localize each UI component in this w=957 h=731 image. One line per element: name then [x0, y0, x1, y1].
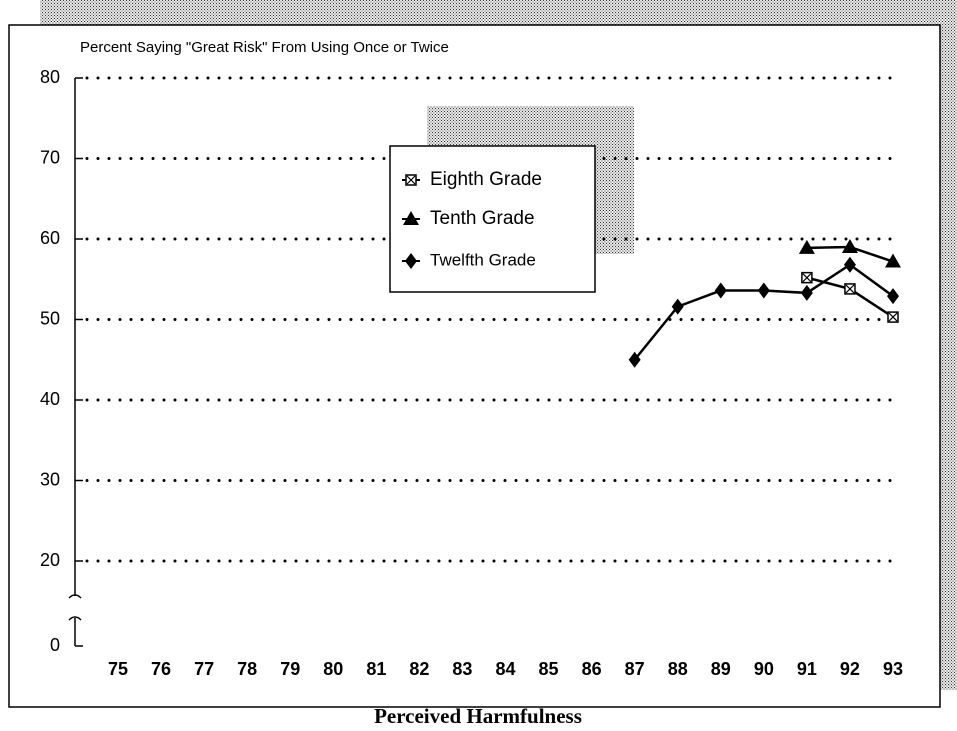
x-tick-label: 76 [151, 659, 171, 679]
y-tick-label: 60 [40, 228, 60, 248]
marker [885, 253, 901, 268]
x-tick-label: 88 [668, 659, 688, 679]
y-tick-label: 0 [50, 635, 60, 655]
legend-label: Tenth Grade [430, 208, 535, 229]
marker [887, 288, 899, 305]
legend-label: Twelfth Grade [430, 250, 536, 269]
marker-cross [845, 284, 855, 294]
marker [757, 282, 770, 299]
x-tick-label: 86 [582, 659, 602, 679]
y-tick-label: 70 [40, 147, 60, 167]
marker [844, 283, 856, 295]
legend-label: Eighth Grade [430, 169, 542, 190]
x-tick-label: 78 [237, 659, 257, 679]
y-tick-label: 20 [40, 550, 60, 570]
y-tick-label: 40 [40, 389, 60, 409]
x-tick-label: 80 [323, 659, 343, 679]
marker-cross [802, 273, 812, 283]
x-tick-label: 77 [194, 659, 214, 679]
x-tick-label: 91 [797, 659, 817, 679]
x-tick-label: 83 [452, 659, 472, 679]
marker [887, 311, 899, 323]
x-tick-label: 89 [711, 659, 731, 679]
x-tick-label: 92 [840, 659, 860, 679]
marker [671, 298, 684, 315]
x-tick-label: 75 [108, 659, 128, 679]
marker [800, 284, 813, 301]
marker [714, 282, 727, 299]
y-tick-label: 80 [40, 67, 60, 87]
marker-cross [888, 312, 898, 322]
x-tick-label: 85 [539, 659, 559, 679]
marker-cross [406, 175, 416, 185]
x-tick-label: 84 [495, 659, 515, 679]
axis-break [68, 616, 82, 621]
legend-box [389, 145, 596, 293]
x-tick-label: 87 [625, 659, 645, 679]
axis-break [68, 594, 82, 599]
x-tick-label: 90 [754, 659, 774, 679]
marker [403, 211, 419, 225]
x-axis-title: Perceived Harmfulness [374, 704, 582, 728]
x-tick-label: 82 [409, 659, 429, 679]
chart-title: Percent Saying "Great Risk" From Using O… [80, 39, 449, 56]
frame-shadow-right [940, 0, 957, 690]
y-tick-label: 30 [40, 469, 60, 489]
marker [405, 174, 417, 186]
marker [843, 256, 856, 273]
marker [798, 239, 815, 254]
x-tick-label: 81 [366, 659, 386, 679]
x-tick-label: 79 [280, 659, 300, 679]
frame-shadow-top [40, 0, 957, 25]
marker [628, 351, 641, 368]
x-tick-label: 93 [883, 659, 903, 679]
y-tick-label: 50 [40, 308, 60, 328]
marker [841, 239, 858, 254]
marker [405, 253, 417, 269]
marker [801, 271, 813, 284]
